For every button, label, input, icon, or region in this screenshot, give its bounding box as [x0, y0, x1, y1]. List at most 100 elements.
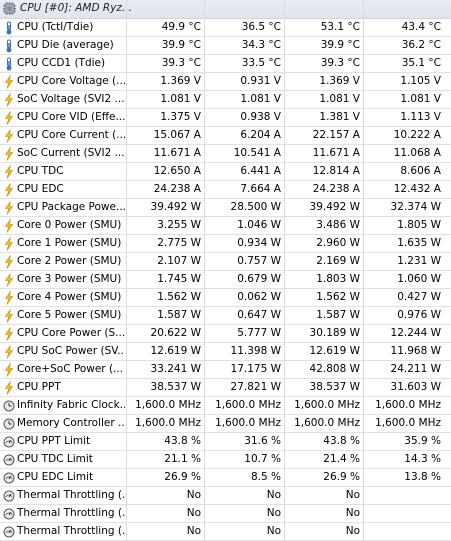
- value-minimum: 7.664 A: [240, 183, 281, 195]
- sensor-row[interactable]: CPU Package Powe... 39.492 W 28.500 W 39.49…: [0, 199, 451, 217]
- value-current: 1.587 W: [157, 309, 201, 321]
- sensor-row[interactable]: Memory Controller ... 1,600.0 MHz 1,600.0 …: [0, 415, 451, 433]
- sensor-row[interactable]: Core 4 Power (SMU) 1.562 W 0.062 W 1.562 W 0…: [0, 289, 451, 307]
- lightning-icon: [2, 217, 16, 234]
- value-current: 1,600.0 MHz: [135, 417, 201, 429]
- value-average: 11.068 A: [393, 147, 441, 159]
- sensor-row[interactable]: CPU PPT Limit 43.8 % 31.6 % 43.8 % 35.9 %: [0, 433, 451, 451]
- sensor-row[interactable]: CPU Die (average) 39.9 °C 34.3 °C 39.9 °C 36…: [0, 37, 451, 55]
- sensor-row[interactable]: CPU Core VID (Effe... 1.375 V 0.938 V 1.381…: [0, 109, 451, 127]
- value-current: 15.067 A: [153, 129, 201, 141]
- sensor-row[interactable]: CPU TDC 12.650 A 6.441 A 12.814 A 8.606 A: [0, 163, 451, 181]
- sensor-rows: CPU (Tctl/Tdie) 49.9 °C 36.5 °C 53.1 °C 43.4…: [0, 19, 451, 541]
- sensor-name: CPU Core Current (...: [17, 129, 125, 141]
- gauge-icon: [2, 505, 16, 522]
- sensor-name: CPU PPT Limit: [17, 435, 91, 447]
- value-maximum: 53.1 °C: [320, 21, 360, 33]
- sensor-row[interactable]: SoC Current (SVI2 ... 11.671 A 10.541 A 11.…: [0, 145, 451, 163]
- sensor-name: Thermal Throttling (...: [17, 525, 125, 537]
- value-maximum: 12.619 W: [309, 345, 360, 357]
- sensor-group-header[interactable]: CPU [#0]: AMD Ryz...: [0, 0, 451, 19]
- value-minimum: 0.679 W: [237, 273, 281, 285]
- sensor-row[interactable]: CPU CCD1 (Tdie) 39.3 °C 33.5 °C 39.3 °C 35.1…: [0, 55, 451, 73]
- value-average: 35.1 °C: [401, 57, 441, 69]
- gauge-icon: [2, 523, 16, 540]
- sensor-name: Core 0 Power (SMU): [17, 219, 122, 231]
- sensor-row[interactable]: CPU PPT 38.537 W 27.821 W 38.537 W 31.603 W: [0, 379, 451, 397]
- clock-icon: [2, 415, 16, 432]
- sensor-name: CPU Core Power (S...: [17, 327, 125, 339]
- sensor-name: CPU CCD1 (Tdie): [17, 57, 106, 69]
- value-minimum: 10.7 %: [244, 453, 281, 465]
- sensor-name: CPU PPT: [17, 381, 61, 393]
- value-average: 1.805 W: [397, 219, 441, 231]
- sensor-row[interactable]: SoC Voltage (SVI2 ... 1.081 V 1.081 V 1.081…: [0, 91, 451, 109]
- value-minimum: No: [266, 525, 281, 537]
- sensor-row[interactable]: CPU EDC Limit 26.9 % 8.5 % 26.9 % 13.8 %: [0, 469, 451, 487]
- sensor-row[interactable]: CPU Core Power (S... 20.622 W 5.777 W 30.18…: [0, 325, 451, 343]
- value-average: 35.9 %: [404, 435, 441, 447]
- sensor-row[interactable]: Core 2 Power (SMU) 2.107 W 0.757 W 2.169 W 1…: [0, 253, 451, 271]
- value-maximum: 1.587 W: [316, 309, 360, 321]
- value-average: 1,600.0 MHz: [375, 417, 441, 429]
- value-average: 13.8 %: [404, 471, 441, 483]
- value-current: 33.241 W: [150, 363, 201, 375]
- value-maximum: 1.803 W: [316, 273, 360, 285]
- sensor-row[interactable]: CPU EDC 24.238 A 7.664 A 24.238 A 12.432 A: [0, 181, 451, 199]
- lightning-icon: [2, 163, 16, 180]
- sensor-row[interactable]: CPU SoC Power (SV... 12.619 W 11.398 W 12.6…: [0, 343, 451, 361]
- cpu-chip-icon: [3, 2, 16, 15]
- thermometer-icon: [2, 55, 16, 72]
- sensor-row[interactable]: Core 1 Power (SMU) 2.775 W 0.934 W 2.960 W 1…: [0, 235, 451, 253]
- value-current: 1.745 W: [157, 273, 201, 285]
- sensor-name: Infinity Fabric Clock...: [17, 399, 125, 411]
- value-current: 12.619 W: [150, 345, 201, 357]
- value-current: 1.375 V: [160, 111, 201, 123]
- sensor-name: CPU (Tctl/Tdie): [17, 21, 94, 33]
- lightning-icon: [2, 235, 16, 252]
- value-current: 39.9 °C: [161, 39, 201, 51]
- value-maximum: 11.671 A: [312, 147, 360, 159]
- value-minimum: 8.5 %: [250, 471, 281, 483]
- sensor-row[interactable]: Infinity Fabric Clock... 1,600.0 MHz 1,600…: [0, 397, 451, 415]
- sensor-row[interactable]: Core 3 Power (SMU) 1.745 W 0.679 W 1.803 W 1…: [0, 271, 451, 289]
- lightning-icon: [2, 271, 16, 288]
- value-current: 2.775 W: [157, 237, 201, 249]
- value-average: 1.231 W: [397, 255, 441, 267]
- sensor-row[interactable]: Thermal Throttling (... No No No: [0, 487, 451, 505]
- value-current: No: [186, 525, 201, 537]
- value-current: 12.650 A: [153, 165, 201, 177]
- sensor-name: SoC Voltage (SVI2 ...: [17, 93, 125, 105]
- sensor-group-title: CPU [#0]: AMD Ryz...: [20, 2, 132, 14]
- value-maximum: 30.189 W: [309, 327, 360, 339]
- sensor-row[interactable]: Core+SoC Power (... 33.241 W 17.175 W 42.80…: [0, 361, 451, 379]
- value-average: 1.635 W: [397, 237, 441, 249]
- sensor-name: Core+SoC Power (...: [17, 363, 124, 375]
- value-minimum: 0.647 W: [237, 309, 281, 321]
- value-maximum: 3.486 W: [316, 219, 360, 231]
- sensor-name: Core 2 Power (SMU): [17, 255, 122, 267]
- value-current: 1.562 W: [157, 291, 201, 303]
- value-average: 1.060 W: [397, 273, 441, 285]
- value-current: 1.369 V: [160, 75, 201, 87]
- sensor-row[interactable]: Core 0 Power (SMU) 3.255 W 1.046 W 3.486 W 1…: [0, 217, 451, 235]
- sensor-name: Thermal Throttling (...: [17, 507, 125, 519]
- lightning-icon: [2, 73, 16, 90]
- value-maximum: 43.8 %: [323, 435, 360, 447]
- sensor-name: Memory Controller ...: [17, 417, 125, 429]
- sensor-name: CPU Core Voltage (...: [17, 75, 125, 87]
- lightning-icon: [2, 199, 16, 216]
- value-current: No: [186, 489, 201, 501]
- lightning-icon: [2, 289, 16, 306]
- sensor-row[interactable]: Thermal Throttling (... No No No: [0, 505, 451, 523]
- sensor-row[interactable]: CPU Core Current (... 15.067 A 6.204 A 22.1…: [0, 127, 451, 145]
- value-minimum: 0.938 V: [240, 111, 281, 123]
- sensor-row[interactable]: CPU TDC Limit 21.1 % 10.7 % 21.4 % 14.3 %: [0, 451, 451, 469]
- sensor-row[interactable]: CPU Core Voltage (... 1.369 V 0.931 V 1.369…: [0, 73, 451, 91]
- gauge-icon: [2, 451, 16, 468]
- value-average: 1,600.0 MHz: [375, 399, 441, 411]
- sensor-row[interactable]: Core 5 Power (SMU) 1.587 W 0.647 W 1.587 W 0…: [0, 307, 451, 325]
- sensor-row[interactable]: CPU (Tctl/Tdie) 49.9 °C 36.5 °C 53.1 °C 43.4…: [0, 19, 451, 37]
- sensor-row[interactable]: Thermal Throttling (... No No No: [0, 523, 451, 541]
